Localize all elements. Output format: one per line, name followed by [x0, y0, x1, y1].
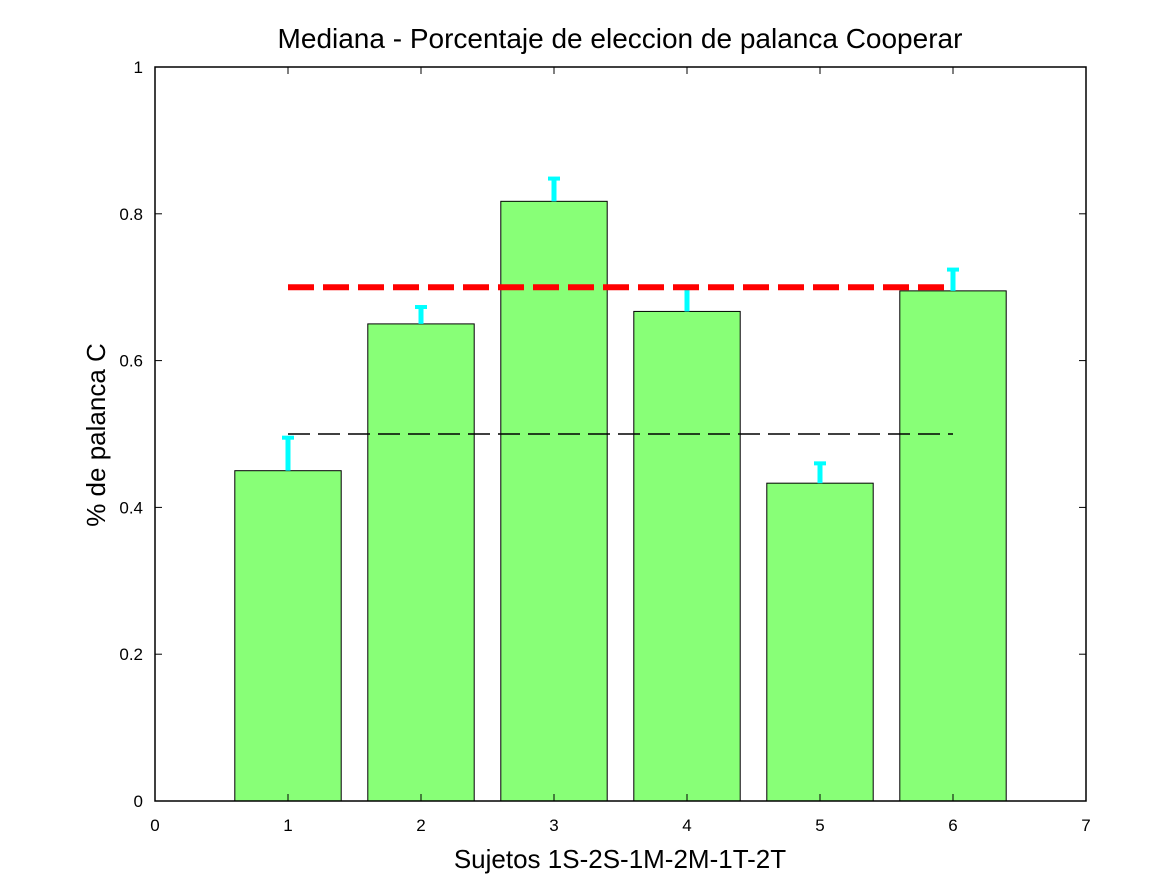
x-tick-label-6: 6: [948, 816, 957, 835]
x-tick-label-2: 2: [416, 816, 425, 835]
y-tick-label-2: 0.4: [119, 498, 143, 517]
x-tick-label-3: 3: [549, 816, 558, 835]
plot-area: 0 1 2 3 4 5 6 7 0 0.2 0.4 0.6 0.8 1: [119, 58, 1090, 835]
y-axis-label: % de palanca C: [81, 343, 111, 527]
x-tick-label-7: 7: [1081, 816, 1090, 835]
y-tick-label-0: 0: [134, 792, 143, 811]
x-tick-label-1: 1: [283, 816, 292, 835]
x-tick-label-5: 5: [815, 816, 824, 835]
bar-5: [766, 482, 874, 802]
axes-frame: [154, 66, 1087, 802]
bar-2: [367, 323, 475, 802]
bar-1: [234, 470, 342, 802]
chart-title: Mediana - Porcentaje de eleccion de pala…: [278, 23, 963, 54]
y-tick-label-3: 0.6: [119, 352, 143, 371]
x-tick-label-4: 4: [682, 816, 691, 835]
bar-4: [633, 310, 741, 802]
y-tick-label-5: 1: [134, 58, 143, 77]
bar-3: [500, 200, 608, 802]
x-tick-label-0: 0: [150, 816, 159, 835]
y-tick-label-1: 0.2: [119, 645, 143, 664]
x-axis-label: Sujetos 1S-2S-1M-2M-1T-2T: [454, 844, 786, 874]
bar-6: [899, 290, 1007, 802]
y-tick-label-4: 0.8: [119, 205, 143, 224]
